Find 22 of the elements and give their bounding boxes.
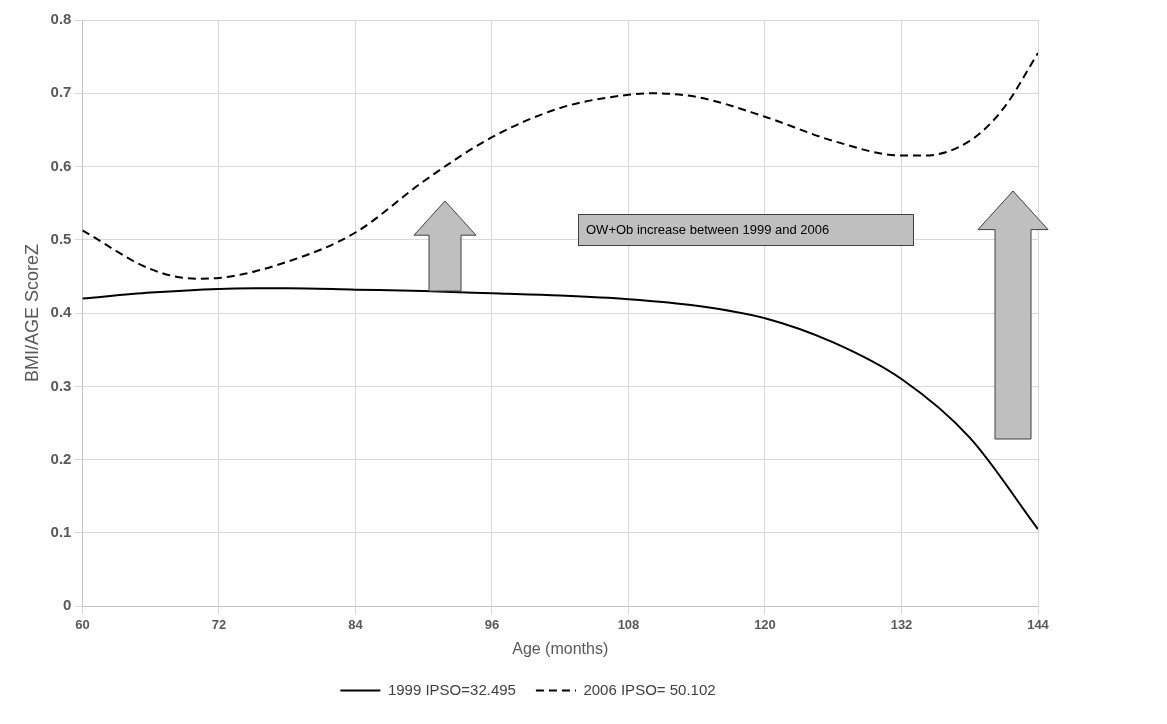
x-tick-label: 120 [754,616,776,632]
y-tick-label: 0 [63,596,72,614]
y-tick-label: 0.1 [50,523,72,541]
y-tick-label: 0.8 [50,10,72,28]
legend-label: 1999 IPSO=32.495 [387,680,516,698]
x-tick-label: 60 [75,616,90,632]
x-axis-title: Age (months) [512,639,609,657]
legend-label: 2006 IPSO= 50.102 [583,680,716,698]
x-tick-label: 144 [1027,616,1050,632]
y-tick-label: 0.3 [50,376,72,394]
x-tick-label: 96 [484,616,500,632]
annotation: OW+Ob increase between 1999 and 2006 [586,221,830,239]
y-tick-label: 0.5 [50,229,72,247]
y-tick-label: 0.2 [50,449,72,467]
y-axis-title: BMI/AGE ScoreZ [21,244,42,383]
y-tick-label: 0.6 [50,156,72,174]
x-tick-label: 72 [211,616,227,632]
y-tick-label: 0.4 [50,303,73,321]
x-tick-label: 108 [617,616,640,632]
x-tick-label: 84 [348,616,364,632]
y-tick-label: 0.7 [50,83,72,101]
x-tick-label: 132 [890,616,913,632]
